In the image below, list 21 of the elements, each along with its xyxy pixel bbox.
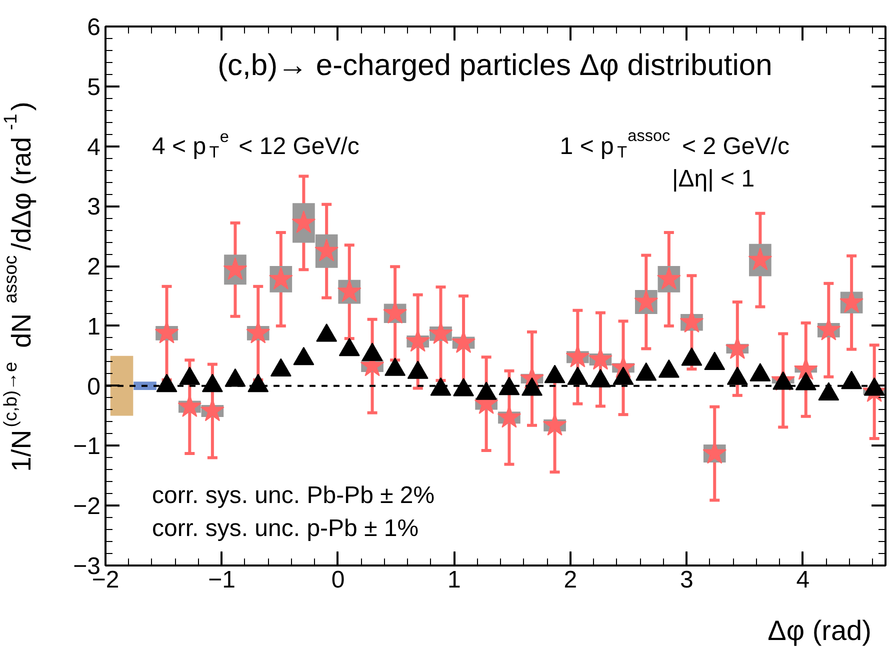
- x-tick-label: 3: [680, 566, 694, 594]
- x-tick-label: 1: [448, 566, 461, 594]
- y-tick-label: −2: [73, 493, 101, 520]
- annotation: corr. sys. unc. p-Pb ± 1%: [152, 514, 419, 542]
- y-tick-label: 0: [87, 373, 101, 400]
- x-tick-label: −1: [208, 566, 236, 594]
- y-tick-label: 5: [87, 74, 101, 101]
- y-axis-title: 1/N(c,b)→e dNassoc/dΔφ (rad-1): [0, 102, 36, 472]
- y-tick-label: 4: [87, 134, 101, 161]
- y-tick-label: 3: [87, 194, 101, 221]
- y-tick-label: 6: [87, 14, 101, 41]
- x-tick-label: 4: [796, 566, 810, 594]
- x-tick-label: 2: [564, 566, 578, 594]
- y-tick-label: −1: [73, 433, 101, 460]
- annotation: |Δη| < 1: [672, 166, 755, 193]
- text: (c,b)→ e-charged particles Δφ distribution: [218, 48, 772, 82]
- x-tick-label: 0: [331, 566, 345, 594]
- annotation: corr. sys. unc. Pb-Pb ± 2%: [152, 482, 435, 509]
- y-tick-label: 1: [87, 313, 101, 340]
- x-axis-title: Δφ (rad): [768, 614, 872, 646]
- y-tick-label: 2: [87, 254, 101, 281]
